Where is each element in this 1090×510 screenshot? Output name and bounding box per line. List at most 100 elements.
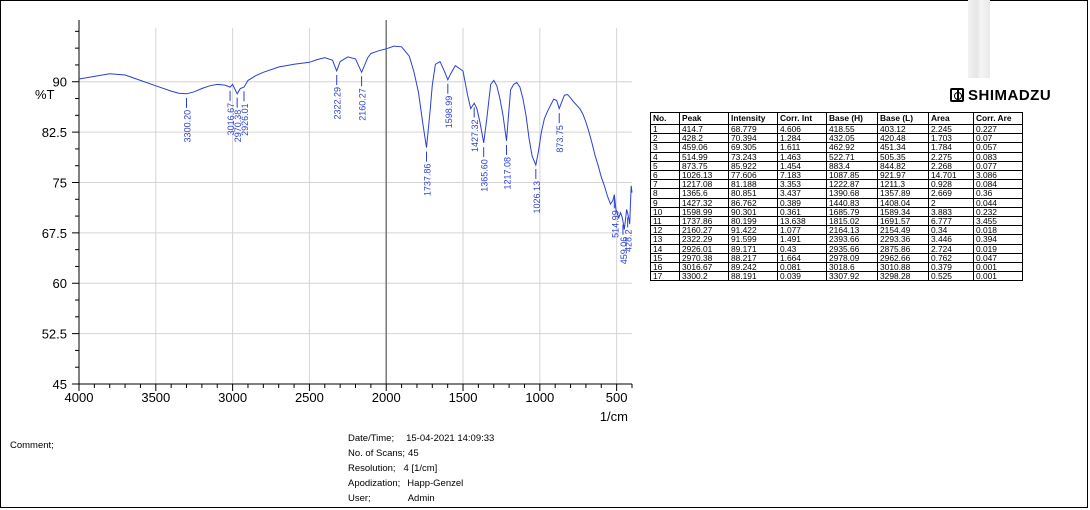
tick-label-layer: 4000 3500 3000 2500 2000 1500 1000 500 45 52.5 60 6… xyxy=(42,75,628,405)
table-row: 7 1217.08 81.188 3.353 1222.87 1211.3 0.928 0.0… xyxy=(650,179,1023,190)
table-cell: 2 xyxy=(928,197,974,208)
peak-table-header-row: No. Peak Intensity Corr. Int Base (H) Base (L… xyxy=(650,112,1023,125)
resolution-row: Resolution; 4 [1/cm] xyxy=(348,461,494,476)
table-cell: 1440.83 xyxy=(826,197,878,208)
table-cell: 73.243 xyxy=(728,151,778,162)
x-tick-label: 2000 xyxy=(372,390,401,405)
x-tick-label: 3000 xyxy=(218,390,247,405)
table-cell: 0.083 xyxy=(973,151,1023,162)
y-tick-label: 45 xyxy=(53,377,67,392)
table-cell: 0.057 xyxy=(973,142,1023,153)
measurement-info: Date/Time; 15-04-2021 14:09:33 No. of Sca… xyxy=(348,431,494,506)
user-label: User; xyxy=(348,493,371,504)
table-row: 4 514.99 73.243 1.463 522.71 505.35 2.275 0.083 xyxy=(650,151,1023,162)
peak-table-header-cell: Peak xyxy=(679,112,729,125)
peak-label: 2322.29 xyxy=(333,87,343,120)
peak-table-header-cell: Base (L) xyxy=(877,112,929,125)
table-cell: 2293.36 xyxy=(877,234,929,245)
table-cell: 86.762 xyxy=(728,197,778,208)
y-tick-label: 90 xyxy=(53,75,67,90)
table-cell: 0.039 xyxy=(777,271,827,282)
table-cell: 0.43 xyxy=(777,243,827,254)
table-cell: 88.191 xyxy=(728,271,778,282)
table-cell: 2.724 xyxy=(928,243,974,254)
peak-table-header-cell: Corr. Int xyxy=(777,112,827,125)
table-cell: 3307.92 xyxy=(826,271,878,282)
table-cell: 0.36 xyxy=(973,188,1023,199)
peak-label: 2160.27 xyxy=(358,88,368,121)
peak-label: 2926.01 xyxy=(240,103,250,136)
table-cell: 80.851 xyxy=(728,188,778,199)
peak-label: 1217.08 xyxy=(502,157,512,190)
y-tick-label: 67.5 xyxy=(42,226,67,241)
peak-label: 3016.67 xyxy=(226,103,236,136)
table-row: 17 3300.2 88.191 0.039 3307.92 3298.28 0.525 0.… xyxy=(650,271,1023,282)
table-cell: 459.06 xyxy=(679,142,729,153)
table-cell: 505.35 xyxy=(877,151,929,162)
table-cell: 89.171 xyxy=(728,243,778,254)
peak-table-header-cell: Intensity xyxy=(728,112,778,125)
table-cell: 0.001 xyxy=(973,271,1023,282)
table-cell: 1357.89 xyxy=(877,188,929,199)
peak-table: No. Peak Intensity Corr. Int Base (H) Base (L… xyxy=(650,112,1023,282)
peak-label: 1598.99 xyxy=(444,96,454,129)
y-axis-label: %T xyxy=(35,87,55,102)
date-value: 15-04-2021 14:09:33 xyxy=(406,433,495,444)
peak-table-body: 1 414.7 68.779 4.606 418.55 403.12 2.245 0.227 2… xyxy=(650,123,1023,282)
table-cell: 462.92 xyxy=(826,142,878,153)
table-row: 9 1427.32 86.762 0.389 1440.83 1408.04 2 0.044 xyxy=(650,197,1023,208)
x-tick-label: 1500 xyxy=(449,390,478,405)
table-cell: 17 xyxy=(650,271,680,282)
date-label: Date/Time; xyxy=(348,433,395,444)
table-row: 2 428.2 70.394 1.284 432.05 420.48 1.703 0.07 xyxy=(650,133,1023,144)
date-row: Date/Time; 15-04-2021 14:09:33 xyxy=(348,431,494,446)
shimadzu-logo-icon xyxy=(950,88,964,102)
x-tick-label: 3500 xyxy=(141,390,170,405)
y-tick-label: 82.5 xyxy=(42,125,67,140)
comment-label: Comment; xyxy=(10,440,54,451)
resolution-label: Resolution; xyxy=(348,463,396,474)
scans-label: No. of Scans; xyxy=(348,448,406,459)
table-row: 6 1026.13 77.606 7.183 1087.85 921.97 14.701 3.… xyxy=(650,170,1023,181)
table-cell: 1365.6 xyxy=(679,188,729,199)
user-value: Admin xyxy=(407,493,435,504)
peak-label: 428.2 xyxy=(624,229,634,252)
table-cell: 2926.01 xyxy=(679,243,729,254)
peak-label: 1737.86 xyxy=(422,164,432,197)
x-tick-label: 500 xyxy=(606,390,628,405)
table-cell: 91.599 xyxy=(728,234,778,245)
spectrum-line xyxy=(78,45,633,230)
shimadzu-logo: SHIMADZU xyxy=(950,86,1051,104)
table-cell: 3.446 xyxy=(928,234,974,245)
table-cell: 2935.66 xyxy=(826,243,878,254)
table-cell: 1.463 xyxy=(777,151,827,162)
table-cell: 1427.32 xyxy=(679,197,729,208)
scans-value: 45 xyxy=(408,448,419,459)
table-cell: 14 xyxy=(650,243,680,254)
peak-table-header-cell: Corr. Are xyxy=(973,112,1023,125)
table-cell: 13 xyxy=(650,234,680,245)
table-row: 13 2322.29 91.599 1.491 2393.66 2293.36 3.446 0… xyxy=(650,234,1023,245)
apodization-row: Apodization; Happ-Genzel xyxy=(348,476,494,491)
grid-layer xyxy=(78,28,632,385)
table-row: 16 3016.67 89.242 0.081 3018.6 3010.88 0.379 0.… xyxy=(650,262,1023,273)
x-tick-label: 2500 xyxy=(295,390,324,405)
table-cell: 1.784 xyxy=(928,142,974,153)
table-cell: 522.71 xyxy=(826,151,878,162)
table-cell: 2.275 xyxy=(928,151,974,162)
table-cell: 8 xyxy=(650,188,680,199)
peak-label: 2970.38 xyxy=(233,110,243,143)
table-cell: 514.99 xyxy=(679,151,729,162)
table-cell: 1408.04 xyxy=(877,197,929,208)
resolution-value: 4 [1/cm] xyxy=(403,463,438,474)
y-tick-label: 52.5 xyxy=(42,327,67,342)
x-tick-label: 1000 xyxy=(525,390,554,405)
table-cell: 2393.66 xyxy=(826,234,878,245)
table-row: 14 2926.01 89.171 0.43 2935.66 2875.86 2.724 0.… xyxy=(650,243,1023,254)
peak-label: 1427.32 xyxy=(470,119,480,152)
table-cell: 1.611 xyxy=(777,142,827,153)
table-cell: 2322.29 xyxy=(679,234,729,245)
